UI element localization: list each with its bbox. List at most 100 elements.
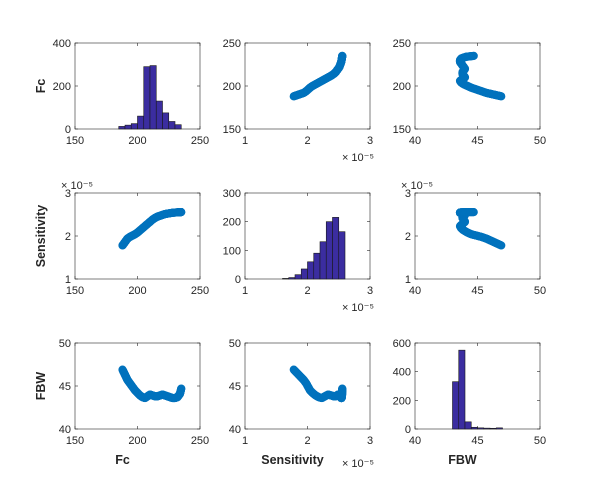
y-tick-label: 300: [223, 188, 241, 200]
x-tick-label: 150: [66, 135, 84, 147]
y-tick-label: 400: [53, 38, 71, 50]
scatter-points: [289, 365, 347, 403]
histogram-bar: [489, 427, 497, 430]
x-tick-label: 3: [367, 435, 373, 447]
scatter-point: [469, 207, 478, 217]
histogram-bar: [137, 115, 145, 130]
x-tick-label: 50: [534, 435, 546, 447]
x-tick-label: 40: [409, 285, 421, 297]
histogram-bar: [130, 123, 138, 130]
axes-box: [74, 42, 201, 130]
y-tick-label: 200: [393, 81, 411, 93]
x-tick-label: 1: [242, 135, 248, 147]
histogram-bar: [118, 126, 126, 130]
x-tick-label: 50: [534, 285, 546, 297]
x-tick-label: 40: [409, 435, 421, 447]
scatter-point: [338, 51, 347, 61]
scatter-point: [177, 384, 186, 393]
histogram-bar: [168, 121, 176, 130]
histogram-bar: [477, 427, 485, 430]
x-tick-label: 45: [471, 435, 483, 447]
x-exponent-label: × 10⁻⁵: [342, 302, 374, 314]
panel-fc-vs-sensitivity: 1 2 3 150 200 250 × 10⁻⁵: [223, 38, 374, 164]
x-tick-label: 45: [471, 285, 483, 297]
y-tick-label: 100: [223, 245, 241, 257]
y-tick-label: 600: [393, 338, 411, 350]
y-tick-label: 50: [229, 338, 241, 350]
y-tick-label: 2: [65, 231, 71, 243]
histogram-bar: [155, 100, 163, 130]
x-tick-label: 40: [409, 135, 421, 147]
histogram-bar: [300, 268, 308, 280]
y-tick-label: 2: [405, 231, 411, 243]
histogram-bar: [282, 278, 290, 280]
histogram-bar: [483, 427, 491, 430]
histogram-bar: [124, 124, 132, 130]
x-tick-label: 2: [304, 435, 310, 447]
histogram-bar: [307, 261, 315, 280]
y-tick-label: 45: [229, 381, 241, 393]
histogram-bar: [495, 427, 503, 430]
x-tick-label: 3: [367, 135, 373, 147]
x-tick-label: 3: [367, 285, 373, 297]
x-exponent-label: × 10⁻⁵: [342, 458, 374, 470]
y-tick-label: 150: [393, 124, 411, 136]
y-exponent-label: × 10⁻⁵: [61, 180, 93, 192]
panel-fc-vs-fbw: 40 45 50 150 200 250: [393, 38, 546, 147]
y-tick-label: 3: [65, 188, 71, 200]
x-tick-label: 200: [128, 285, 146, 297]
x-tick-label: 200: [128, 135, 146, 147]
panel-sensitivity-vs-fc: 150 200 250 1 2 3× 10⁻⁵ Sensitivity: [34, 180, 209, 297]
histogram-bar: [319, 241, 327, 280]
y-tick-label: 200: [393, 395, 411, 407]
x-tick-label: 250: [191, 135, 209, 147]
x-tick-label: 1: [242, 285, 248, 297]
histogram-bars: [282, 217, 346, 280]
x-axis-label-fc: Fc: [115, 453, 130, 467]
x-tick-label: 250: [191, 285, 209, 297]
panel-fc-vs-fc: 150 200 250 0 200 400 Fc: [34, 38, 209, 147]
y-tick-label: 40: [59, 424, 71, 436]
x-tick-label: 50: [534, 135, 546, 147]
y-tick-label: 200: [223, 81, 241, 93]
scatter-point: [338, 384, 347, 393]
histogram-bar: [325, 221, 333, 280]
scatter-points: [455, 51, 506, 101]
y-tick-label: 200: [53, 81, 71, 93]
scatter-points: [289, 51, 347, 101]
y-tick-label: 250: [393, 38, 411, 50]
histogram-bar: [452, 381, 460, 430]
histogram-bar: [458, 349, 466, 430]
y-tick-label: 0: [235, 274, 241, 286]
y-tick-label: 250: [223, 38, 241, 50]
histogram-bars: [118, 65, 182, 130]
histogram-bar: [332, 217, 340, 280]
x-tick-label: 2: [304, 285, 310, 297]
axes-box: [414, 342, 541, 430]
x-axis-label-sensitivity: Sensitivity: [261, 453, 324, 467]
panel-sensitivity-vs-fbw: 40 45 50 1 2 3× 10⁻⁵: [401, 180, 546, 297]
y-tick-label: 40: [229, 424, 241, 436]
histogram-bar: [338, 231, 346, 280]
y-axis-label-fc: Fc: [34, 79, 48, 94]
y-axis-label-fbw: FBW: [34, 372, 48, 401]
x-tick-label: 250: [191, 435, 209, 447]
histogram-bar: [288, 277, 296, 280]
scatter-point: [469, 51, 478, 61]
x-tick-label: 150: [66, 435, 84, 447]
histogram-bar: [464, 421, 472, 430]
y-tick-label: 150: [223, 124, 241, 136]
x-tick-label: 200: [128, 435, 146, 447]
y-tick-label: 1: [65, 274, 71, 286]
y-tick-label: 0: [65, 124, 71, 136]
y-tick-label: 400: [393, 367, 411, 379]
scatter-points: [118, 365, 186, 403]
y-exponent-label: × 10⁻⁵: [401, 180, 433, 192]
panel-fbw-vs-fc: 150 200 250 40 45 50 Fc FBW: [34, 338, 209, 467]
histogram-bar: [294, 274, 302, 280]
panel-fbw-vs-sensitivity: 1 2 3 40 45 50 Sensitivity: [229, 338, 373, 467]
histogram-bar: [143, 66, 151, 130]
x-tick-label: 2: [304, 135, 310, 147]
